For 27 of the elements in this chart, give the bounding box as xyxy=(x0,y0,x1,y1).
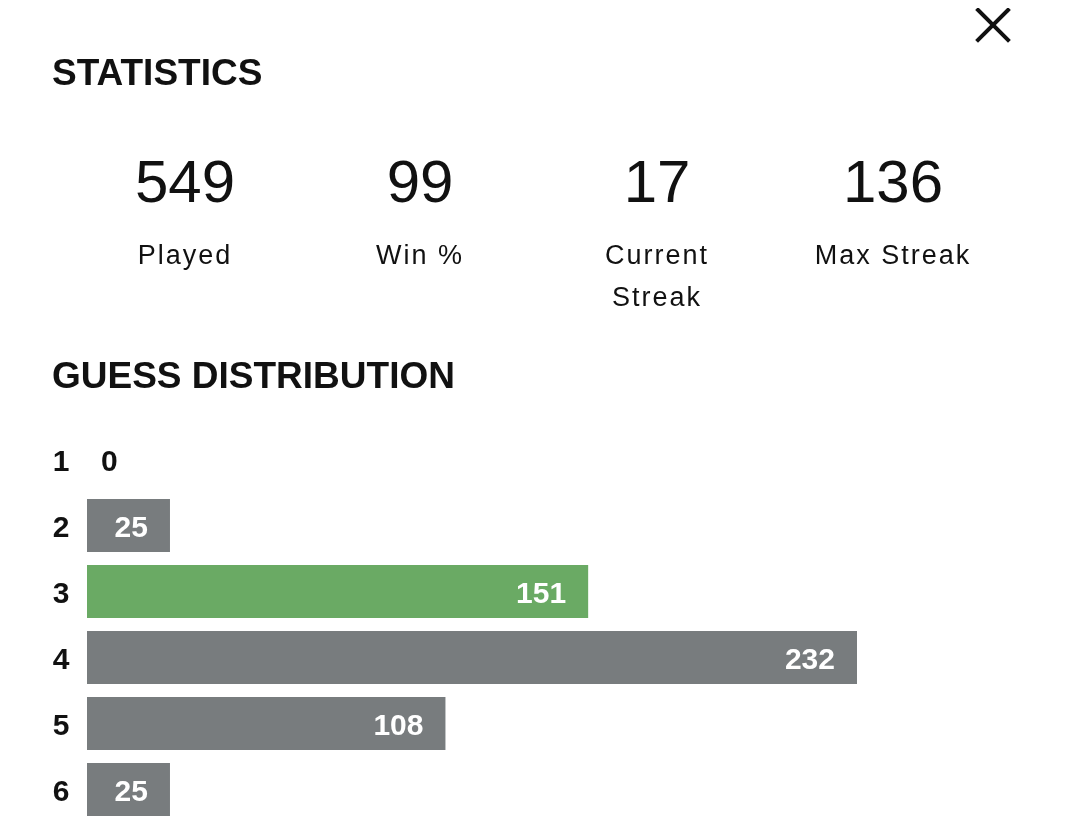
chart-title: GUESS DISTRIBUTION xyxy=(52,355,455,396)
data-label: 151 xyxy=(516,575,567,609)
y-tick-label: 4 xyxy=(52,641,70,675)
category-label: Max Streak xyxy=(814,240,972,270)
data-label: 549 xyxy=(134,148,236,215)
y-tick-label: 6 xyxy=(52,773,70,807)
bar xyxy=(87,697,446,750)
data-label: 0 xyxy=(101,443,118,477)
data-label: 25 xyxy=(114,509,148,543)
y-tick-label: 5 xyxy=(52,707,70,741)
data-label: 136 xyxy=(842,148,944,215)
bar xyxy=(87,565,589,618)
y-tick-label: 1 xyxy=(52,443,70,477)
category-label: Win % xyxy=(375,240,465,270)
data-label: 232 xyxy=(784,641,835,675)
y-tick-label: 3 xyxy=(52,575,70,609)
category-label: Played xyxy=(137,240,233,270)
bar xyxy=(87,763,170,816)
text: STATISTICS xyxy=(52,52,263,93)
bar xyxy=(87,631,857,684)
data-label: 108 xyxy=(373,707,424,741)
category-label: Current Streak xyxy=(604,240,710,312)
data-label: 99 xyxy=(386,148,454,215)
bar xyxy=(87,499,170,552)
data-label: 17 xyxy=(623,148,691,215)
y-tick-label: 2 xyxy=(52,509,70,543)
data-label: 25 xyxy=(114,773,148,807)
